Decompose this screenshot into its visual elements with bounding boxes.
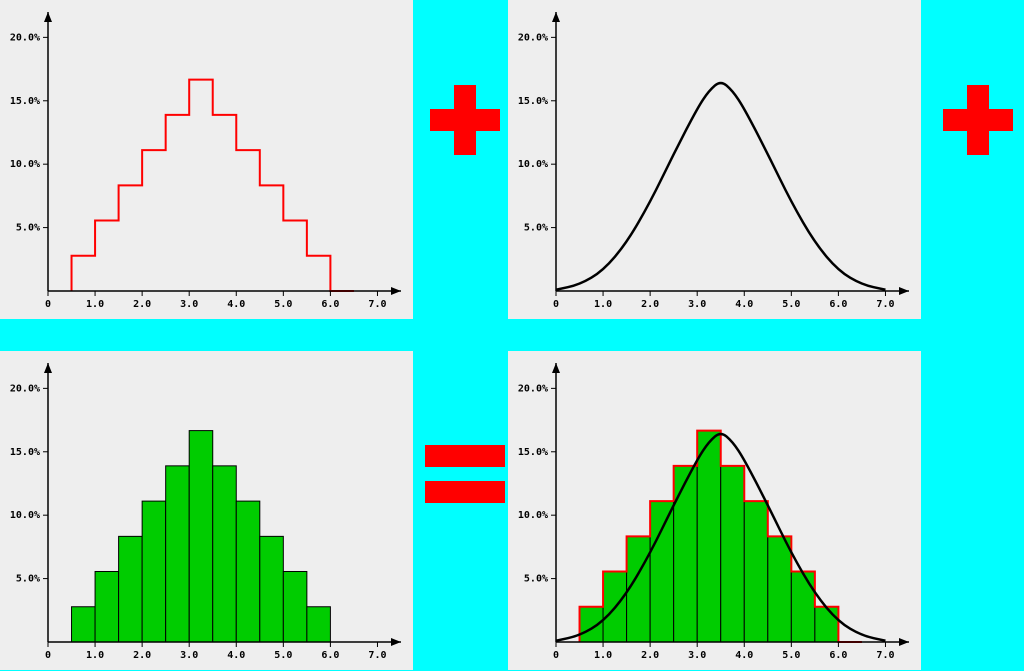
x-tick-label: 5.0 — [782, 650, 800, 661]
x-tick-label: 5.0 — [274, 299, 292, 310]
y-tick-label: 15.0% — [10, 96, 40, 107]
y-tick-label: 20.0% — [10, 32, 40, 43]
y-tick-label: 5.0% — [16, 574, 40, 585]
x-tick-label: 2.0 — [133, 650, 151, 661]
x-tick-label: 3.0 — [688, 650, 706, 661]
y-tick-label: 10.0% — [518, 510, 548, 521]
x-tick-label: 2.0 — [133, 299, 151, 310]
x-tick-label: 5.0 — [782, 299, 800, 310]
figure-grid: 0 1.0 2.0 3.0 4.0 5.0 6.0 7.0 5.0% 10.0% 15.0% 20.0… — [0, 0, 1024, 671]
bar — [768, 536, 792, 642]
x-tick-label: 5.0 — [274, 650, 292, 661]
bar — [119, 536, 143, 642]
x-tick-label: 4.0 — [735, 299, 753, 310]
smooth-curve — [556, 83, 885, 290]
y-tick-label: 5.0% — [524, 223, 548, 234]
bar — [142, 501, 166, 642]
panel-top-left-step: 0 1.0 2.0 3.0 4.0 5.0 6.0 7.0 5.0% 10.0% 15.0% 20.0… — [0, 0, 413, 319]
bar — [283, 571, 307, 642]
x-tick-label: 4.0 — [735, 650, 753, 661]
y-tick-label: 5.0% — [16, 223, 40, 234]
bar — [72, 607, 96, 642]
bar — [260, 536, 284, 642]
x-tick-label: 1.0 — [86, 650, 104, 661]
bar — [166, 466, 190, 642]
y-tick-label: 5.0% — [524, 574, 548, 585]
x-tick-label: 3.0 — [688, 299, 706, 310]
bar — [307, 607, 331, 642]
x-tick-label: 6.0 — [321, 650, 339, 661]
panel-top-right-curve: 0 1.0 2.0 3.0 4.0 5.0 6.0 7.0 5.0% 10.0% 15.0% 20.0… — [508, 0, 921, 319]
y-tick-label: 15.0% — [518, 96, 548, 107]
x-tick-label: 1.0 — [594, 299, 612, 310]
bar — [815, 607, 839, 642]
x-tick-label: 0 — [45, 299, 51, 310]
x-tick-label: 7.0 — [876, 650, 894, 661]
x-tick-label: 4.0 — [227, 650, 245, 661]
x-tick-label: 6.0 — [321, 299, 339, 310]
y-tick-label: 20.0% — [10, 383, 40, 394]
y-tick-label: 10.0% — [518, 159, 548, 170]
panel-bottom-left-bars: 0 1.0 2.0 3.0 4.0 5.0 6.0 7.0 5.0% 10.0% 15.0% 20.0… — [0, 351, 413, 670]
plus-icon — [943, 85, 1013, 155]
y-tick-label: 15.0% — [518, 447, 548, 458]
x-tick-label: 0 — [553, 299, 559, 310]
x-tick-label: 3.0 — [180, 650, 198, 661]
bar — [697, 431, 721, 642]
bar — [744, 501, 768, 642]
x-tick-label: 0 — [45, 650, 51, 661]
y-tick-label: 20.0% — [518, 32, 548, 43]
bar — [650, 501, 674, 642]
bar — [721, 466, 745, 642]
y-tick-label: 20.0% — [518, 383, 548, 394]
bar — [189, 431, 213, 642]
y-tick-label: 15.0% — [10, 447, 40, 458]
x-tick-label: 4.0 — [227, 299, 245, 310]
x-tick-label: 7.0 — [368, 650, 386, 661]
plus-icon — [430, 85, 500, 155]
y-tick-label: 10.0% — [10, 159, 40, 170]
x-tick-label: 0 — [553, 650, 559, 661]
bar — [791, 571, 815, 642]
x-tick-label: 6.0 — [829, 299, 847, 310]
panel-bottom-right-combined: 0 1.0 2.0 3.0 4.0 5.0 6.0 7.0 5.0% 10.0% 15.0% 20.0… — [508, 351, 921, 670]
bar — [95, 571, 119, 642]
x-tick-label: 3.0 — [180, 299, 198, 310]
step-outline — [72, 80, 354, 291]
x-tick-label: 1.0 — [594, 650, 612, 661]
x-tick-label: 2.0 — [641, 299, 659, 310]
x-tick-label: 1.0 — [86, 299, 104, 310]
bar — [213, 466, 237, 642]
bar — [674, 466, 698, 642]
x-tick-label: 7.0 — [876, 299, 894, 310]
y-tick-label: 10.0% — [10, 510, 40, 521]
equals-icon — [425, 445, 505, 503]
x-tick-label: 2.0 — [641, 650, 659, 661]
bar — [236, 501, 260, 642]
x-tick-label: 7.0 — [368, 299, 386, 310]
x-tick-label: 6.0 — [829, 650, 847, 661]
